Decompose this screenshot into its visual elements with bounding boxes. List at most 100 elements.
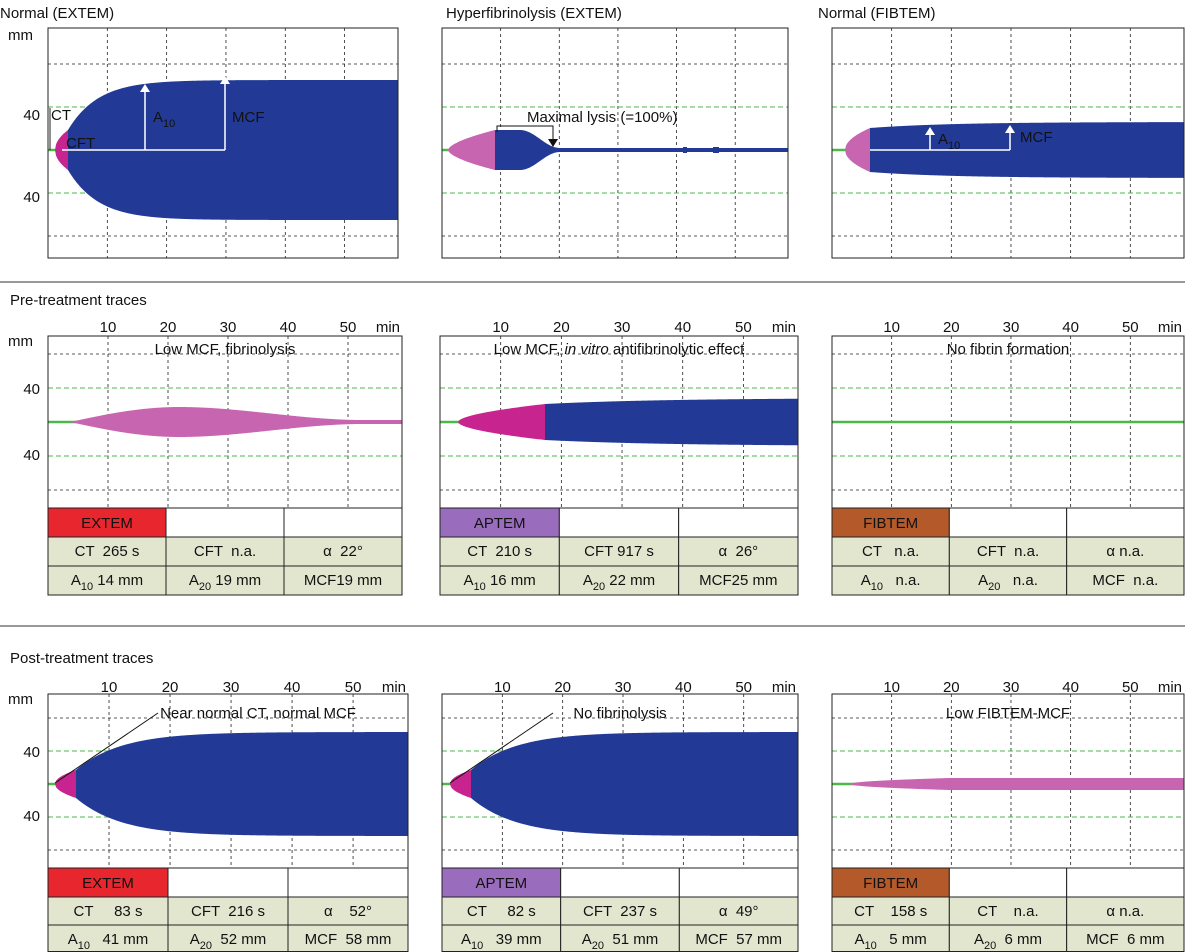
label-part: n.a.	[1000, 572, 1038, 589]
table-cell	[1066, 867, 1185, 898]
x-tick-label: 50	[340, 319, 357, 336]
label-part: 20	[200, 940, 212, 952]
x-tick-label: 30	[223, 679, 240, 696]
table-cell	[287, 867, 409, 898]
table-cell	[678, 507, 799, 538]
x-unit: min	[772, 319, 796, 336]
label-part: A	[153, 109, 163, 126]
table-cell	[165, 536, 285, 567]
label-part: MCF	[232, 109, 265, 126]
trace	[70, 407, 402, 437]
label: MCF 6 mm	[1086, 931, 1164, 948]
label: A10	[938, 131, 960, 152]
x-tick-label: 50	[1122, 679, 1139, 696]
table-cell	[831, 867, 950, 898]
x-tick-label: 30	[614, 319, 631, 336]
x-unit: min	[382, 679, 406, 696]
label-part: 20	[592, 940, 604, 952]
x-tick-label: 20	[160, 319, 177, 336]
label: Low MCF, fibrinolysis	[155, 341, 296, 358]
table-cell	[1066, 536, 1185, 567]
x-unit: min	[1158, 319, 1182, 336]
label-part: CFT n.a.	[194, 543, 256, 560]
x-tick-label: 40	[1062, 679, 1079, 696]
label-part: A	[68, 931, 78, 948]
label-part: Low MCF, fibrinolysis	[155, 341, 296, 358]
table-cell	[1066, 896, 1185, 926]
label: A10	[153, 109, 175, 130]
table-cell	[47, 565, 167, 596]
label-part: MCF	[1020, 129, 1053, 146]
table-cell	[283, 565, 403, 596]
label-part: CT 158 s	[854, 903, 927, 920]
table-cell	[831, 924, 950, 952]
x-tick-label: 20	[162, 679, 179, 696]
label-part: 10	[471, 940, 483, 952]
trace-clot	[68, 80, 398, 220]
x-tick-label: 10	[494, 679, 511, 696]
label-part: A	[189, 572, 199, 589]
label-part: α 52°	[324, 903, 372, 920]
x-tick-label: 30	[1003, 679, 1020, 696]
trace-initiation	[448, 130, 495, 170]
label-part: CT 83 s	[74, 903, 143, 920]
label-part: 5 mm	[877, 931, 927, 948]
label-part: 6 mm	[996, 931, 1042, 948]
x-tick-label: 50	[735, 319, 752, 336]
label-part: A	[461, 931, 471, 948]
label: α 22°	[323, 543, 363, 560]
table-cell	[678, 924, 799, 952]
label: A10 16 mm	[464, 572, 536, 593]
table-cell	[948, 536, 1068, 567]
label-part: 41 mm	[90, 931, 148, 948]
label: CT 82 s	[467, 903, 536, 920]
label: A10 n.a.	[861, 572, 921, 593]
label-part: Maximal lysis (=100%)	[527, 109, 677, 126]
trace-initiation	[845, 128, 870, 172]
tangent	[54, 712, 159, 784]
y-label: 40	[23, 447, 40, 464]
x-tick-label: 30	[220, 319, 237, 336]
label: Low FIBTEM-MCF	[946, 705, 1070, 722]
label-part: MCF19 mm	[304, 572, 382, 589]
label: A20 19 mm	[189, 572, 261, 593]
table-cell	[948, 867, 1068, 898]
label: A20 52 mm	[190, 931, 266, 952]
label-part: α n.a.	[1106, 903, 1144, 920]
table-cell	[948, 565, 1068, 596]
table-cell	[831, 565, 950, 596]
label: A20 n.a.	[978, 572, 1038, 593]
label-part: 39 mm	[483, 931, 541, 948]
label: CFT	[66, 135, 95, 152]
marker	[683, 147, 687, 153]
label-part: α 49°	[719, 903, 759, 920]
table-cell	[558, 507, 680, 538]
table-cell	[558, 536, 680, 567]
label-part: CFT 216 s	[191, 903, 265, 920]
label-part: 10	[81, 581, 93, 593]
label: CT n.a.	[977, 903, 1038, 920]
assay-name: APTEM	[475, 875, 527, 892]
label: CT n.a.	[862, 543, 919, 560]
y-unit: mm	[8, 27, 33, 44]
y-label: 40	[23, 107, 40, 124]
x-tick-label: 20	[553, 319, 570, 336]
table-cell	[47, 867, 169, 898]
label-part: CFT 237 s	[583, 903, 657, 920]
table-cell	[439, 536, 560, 567]
table-cell	[1066, 565, 1185, 596]
table-cell	[283, 507, 403, 538]
y-label: 40	[23, 744, 40, 761]
label-part: 51 mm	[604, 931, 658, 948]
label-part: CFT	[66, 135, 95, 152]
label-part: α 22°	[323, 543, 363, 560]
label: α 52°	[324, 903, 372, 920]
label-part: A	[938, 131, 948, 148]
label-part: A	[582, 931, 592, 948]
x-tick-label: 50	[345, 679, 362, 696]
label-part: CT 265 s	[75, 543, 140, 560]
table-cell	[167, 867, 289, 898]
label-part: 10	[948, 140, 960, 152]
label-part: 14 mm	[93, 572, 143, 589]
x-tick-label: 10	[883, 679, 900, 696]
